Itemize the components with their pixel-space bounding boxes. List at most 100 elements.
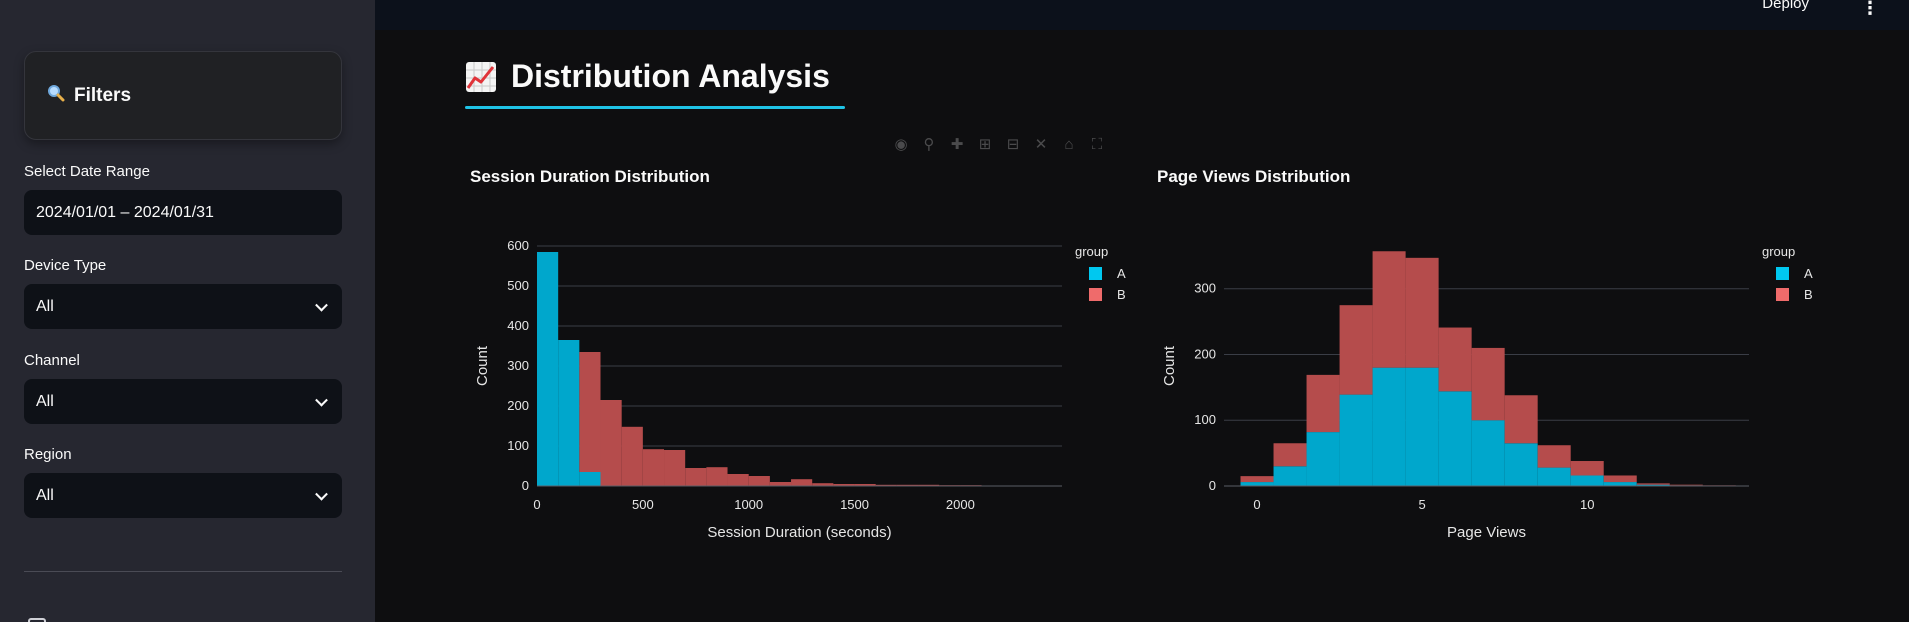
bar-group-a bbox=[1273, 466, 1307, 486]
x-tick-label: 10 bbox=[1580, 497, 1594, 512]
x-tick-label: 0 bbox=[1253, 497, 1260, 512]
bar-group-b bbox=[600, 400, 622, 486]
bar-group-b bbox=[791, 479, 813, 486]
title-underline bbox=[465, 106, 845, 109]
region-value: All bbox=[36, 486, 54, 504]
legend-title: group bbox=[1762, 244, 1795, 259]
checkbox[interactable] bbox=[28, 618, 46, 622]
bar-group-b bbox=[621, 426, 643, 486]
bar-group-a bbox=[1405, 367, 1439, 486]
bar-group-b bbox=[642, 449, 665, 486]
channel-label: Channel bbox=[24, 352, 80, 369]
bar-group-a bbox=[579, 472, 601, 486]
x-axis-title: Page Views bbox=[1447, 524, 1526, 541]
bar-group-b bbox=[812, 483, 834, 486]
bar-group-b bbox=[1504, 395, 1538, 444]
chart-title-page-views: Page Views Distribution bbox=[1157, 167, 1351, 186]
bar-group-b bbox=[727, 474, 749, 486]
filters-card: Filters bbox=[24, 51, 342, 140]
legend-label: B bbox=[1804, 287, 1813, 302]
y-tick-label: 0 bbox=[1209, 478, 1216, 493]
bar-group-b bbox=[1372, 251, 1406, 368]
x-axis-title: Session Duration (seconds) bbox=[707, 524, 891, 541]
bar-group-b bbox=[1603, 475, 1637, 483]
kebab-menu-icon[interactable]: ⋮ bbox=[1861, 0, 1879, 18]
y-tick-label: 400 bbox=[507, 318, 529, 333]
bar-group-a bbox=[558, 340, 580, 486]
legend-label: A bbox=[1117, 266, 1126, 281]
bar-group-b bbox=[1537, 445, 1571, 468]
bar-group-a bbox=[1306, 432, 1340, 486]
bar-group-a bbox=[1471, 420, 1505, 486]
device-type-select[interactable]: All bbox=[24, 284, 342, 329]
search-icon bbox=[47, 84, 65, 107]
autoscale-icon[interactable]: ✕ bbox=[1034, 136, 1048, 153]
page-title-text: Distribution Analysis bbox=[511, 58, 830, 94]
chart-increasing-icon bbox=[465, 61, 497, 93]
chevron-down-icon bbox=[315, 487, 328, 501]
bar-group-a bbox=[1339, 394, 1373, 486]
bar-group-b bbox=[896, 484, 919, 486]
x-tick-label: 1500 bbox=[840, 497, 869, 512]
channel-value: All bbox=[36, 392, 54, 410]
bar-group-b bbox=[1240, 476, 1274, 483]
bar-group-b bbox=[1471, 347, 1505, 421]
zoom-in-icon[interactable]: ⊞ bbox=[978, 136, 992, 153]
legend-swatch bbox=[1776, 267, 1789, 280]
bar-group-b bbox=[1636, 483, 1670, 485]
y-axis-title: Count bbox=[1161, 345, 1178, 386]
session-duration-chart: 0 100 200 300 400 500 600 0 500 1000 1500 2000 Sessi… bbox=[474, 238, 1126, 541]
date-range-input[interactable]: 2024/01/01 – 2024/01/31 bbox=[24, 190, 342, 235]
bar-group-b bbox=[664, 450, 686, 486]
bar-group-b bbox=[1273, 443, 1307, 467]
channel-select[interactable]: All bbox=[24, 379, 342, 424]
bar-group-b bbox=[1669, 484, 1703, 486]
y-tick-label: 200 bbox=[507, 398, 529, 413]
legend-swatch bbox=[1089, 267, 1102, 280]
chevron-down-icon bbox=[315, 393, 328, 407]
deploy-button[interactable]: Deploy bbox=[1762, 0, 1809, 12]
zoom-icon[interactable]: ⚲ bbox=[923, 136, 935, 153]
home-icon[interactable]: ⌂ bbox=[1064, 135, 1074, 153]
bar-group-a bbox=[1240, 482, 1274, 486]
sidebar: Filters Select Date Range 2024/01/01 – 2… bbox=[0, 0, 375, 622]
bar-group-a bbox=[1438, 391, 1472, 486]
camera-icon[interactable]: ◉ bbox=[894, 136, 908, 153]
bar-group-b bbox=[918, 484, 940, 486]
bar-group-b bbox=[1306, 374, 1340, 433]
bar-group-a bbox=[537, 252, 559, 486]
y-tick-label: 0 bbox=[522, 478, 529, 493]
bar-group-b bbox=[833, 484, 855, 486]
bar-group-a bbox=[1537, 467, 1571, 486]
y-tick-label: 200 bbox=[1194, 346, 1216, 361]
bar-group-b bbox=[769, 482, 792, 486]
y-tick-label: 600 bbox=[507, 238, 529, 253]
bar-group-b bbox=[1438, 327, 1472, 392]
fullscreen-icon[interactable]: ⛶ bbox=[1091, 135, 1103, 153]
bar-group-b bbox=[1339, 305, 1373, 395]
y-axis-title: Count bbox=[474, 345, 491, 386]
page-title: Distribution Analysis bbox=[465, 58, 830, 95]
date-range-label: Select Date Range bbox=[24, 163, 150, 180]
region-label: Region bbox=[24, 446, 72, 463]
sidebar-divider bbox=[24, 571, 342, 572]
bar-group-b bbox=[875, 484, 897, 486]
legend-swatch bbox=[1776, 288, 1789, 301]
x-tick-label: 0 bbox=[533, 497, 540, 512]
chevron-down-icon bbox=[315, 298, 328, 312]
top-header: Deploy ⋮ bbox=[375, 0, 1909, 30]
bar-group-a bbox=[1570, 475, 1604, 486]
x-tick-label: 500 bbox=[632, 497, 654, 512]
bar-group-b bbox=[1570, 461, 1604, 476]
x-tick-label: 1000 bbox=[734, 497, 763, 512]
zoom-out-icon[interactable]: ⊟ bbox=[1006, 136, 1020, 153]
legend-label: B bbox=[1117, 287, 1126, 302]
chart-modebar: ◉ ⚲ ✚ ⊞ ⊟ ✕ ⌂ ⛶ bbox=[890, 133, 1108, 155]
region-select[interactable]: All bbox=[24, 473, 342, 518]
y-tick-label: 100 bbox=[507, 438, 529, 453]
bar-group-a bbox=[1372, 367, 1406, 486]
pan-icon[interactable]: ✚ bbox=[950, 136, 964, 153]
bar-group-b bbox=[579, 352, 601, 472]
y-tick-label: 300 bbox=[1194, 281, 1216, 296]
